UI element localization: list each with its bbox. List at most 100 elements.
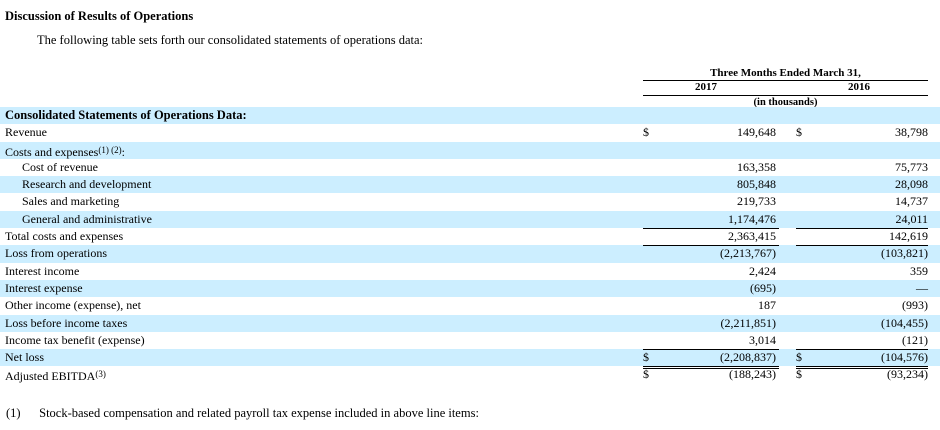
row-label-text: Sales and marketing [22, 194, 120, 209]
table-row: Sales and marketing 219,733 14,737 [0, 193, 940, 210]
value-2016: (104,455) [881, 315, 928, 330]
section-heading: Discussion of Results of Operations [5, 9, 194, 23]
row-label-text: Loss from operations [5, 246, 107, 261]
label-suffix: : [121, 144, 125, 159]
value-2017: (2,208,837) [720, 350, 776, 365]
net-loss-double-rule-2017 [643, 366, 779, 367]
table-row: Interest expense (695) — [0, 279, 940, 298]
row-label-text: Income tax benefit (expense) [5, 332, 145, 347]
table-row: Research and development 805,848 28,098 [0, 176, 940, 194]
row-label: Cost of revenue [22, 159, 98, 176]
row-label-text: Net loss [5, 350, 44, 365]
row-label: Interest expense [5, 280, 83, 297]
value-2016: 75,773 [895, 159, 928, 174]
currency-symbol-2016: $ [796, 367, 802, 382]
value-2016: 142,619 [889, 229, 928, 244]
row-label: Other income (expense), net [5, 297, 141, 314]
currency-symbol-2016: $ [796, 125, 802, 140]
footnote: (1) Stock-based compensation and related… [6, 406, 479, 421]
row-label: Adjusted EBITDA(3) [5, 366, 106, 385]
pretax-rule-2016 [796, 349, 928, 350]
currency-symbol-2017: $ [643, 367, 649, 382]
value-2017: (188,243) [729, 367, 776, 382]
value-2016: — [916, 280, 928, 295]
value-2017: 163,358 [737, 159, 776, 174]
footnote-text: Stock-based compensation and related pay… [39, 406, 479, 420]
row-label-text: Other income (expense), net [5, 298, 141, 313]
net-loss-double-rule-2017 [643, 368, 779, 369]
net-loss-double-rule-2016 [796, 366, 928, 367]
footnote-ref: (1) (2) [98, 144, 122, 155]
operations-table: Consolidated Statements of Operations Da… [0, 107, 940, 384]
value-2017: (2,213,767) [720, 246, 776, 261]
table-row: Adjusted EBITDA(3) $ (188,243) $ (93,234) [0, 366, 940, 383]
table-row: Loss before income taxes (2,211,851) (104,… [0, 314, 940, 332]
row-label-text: Research and development [22, 177, 152, 192]
currency-symbol-2017: $ [643, 125, 649, 140]
table-row: Interest income 2,424 359 [0, 263, 940, 280]
table-section-header: Consolidated Statements of Operations Da… [0, 107, 940, 125]
row-label: Loss before income taxes [5, 315, 127, 332]
row-label: Total costs and expenses [5, 228, 123, 245]
value-2017: 805,848 [737, 177, 776, 192]
value-2016: (993) [902, 298, 928, 313]
row-label-text: Cost of revenue [22, 159, 98, 174]
value-2016: (103,821) [881, 246, 928, 261]
year-underline [643, 95, 928, 96]
value-2017: 219,733 [737, 194, 776, 209]
row-label: General and administrative [22, 211, 152, 228]
value-2017: 3,014 [749, 332, 776, 347]
row-label-text: Adjusted EBITDA [5, 369, 96, 384]
footnote-ref: (3) [95, 369, 106, 380]
value-2017: 149,648 [737, 125, 776, 140]
period-title: Three Months Ended March 31, [710, 67, 861, 79]
table-row: Income tax benefit (expense) 3,014 (121) [0, 332, 940, 349]
currency-symbol-2017: $ [643, 350, 649, 365]
table-row: Costs and expenses(1) (2): [0, 141, 940, 161]
row-label-text: Total costs and expenses [5, 229, 124, 244]
net-loss-double-rule-2016 [796, 368, 928, 369]
row-label: Sales and marketing [22, 193, 119, 210]
row-label: Consolidated Statements of Operations Da… [5, 107, 247, 124]
table-row: Net loss $ (2,208,837) $ (104,576) [0, 349, 940, 367]
currency-symbol-2016: $ [796, 350, 802, 365]
value-2016: 24,011 [895, 211, 928, 226]
value-2016: 14,737 [895, 194, 928, 209]
value-2016: 28,098 [895, 177, 928, 192]
row-label: Loss from operations [5, 245, 107, 262]
row-label-text: Interest income [5, 263, 80, 278]
table-row: Revenue $149,648 $38,798 [0, 124, 940, 141]
year-column-2017: 2017 [695, 81, 717, 93]
value-2017: (2,211,851) [720, 315, 776, 330]
value-2016: 359 [910, 263, 928, 278]
table-row: Other income (expense), net 187 (993) [0, 297, 940, 314]
row-label-text: Costs and expenses [5, 144, 99, 159]
row-label: Research and development [22, 176, 151, 193]
intro-text: The following table sets forth our conso… [37, 33, 424, 47]
units-note: (in thousands) [753, 97, 818, 108]
value-2016: 38,798 [895, 125, 928, 140]
row-label-text: Interest expense [5, 280, 83, 295]
row-label: Income tax benefit (expense) [5, 332, 145, 349]
total-rule-2016 [796, 245, 928, 246]
table-row: General and administrative 1,174,476 24,01… [0, 210, 940, 229]
pretax-rule-2017 [643, 349, 779, 350]
row-label-text: Revenue [5, 125, 47, 140]
value-2017: 2,363,415 [728, 229, 776, 244]
value-2016: (93,234) [887, 367, 928, 382]
total-rule-2017 [643, 245, 779, 246]
value-2016: (104,576) [881, 350, 928, 365]
table-row: Loss from operations (2,213,767) (103,821) [0, 245, 940, 263]
row-label-text: Loss before income taxes [5, 315, 128, 330]
value-2017: (695) [750, 280, 776, 295]
table-row: Cost of revenue 163,358 75,773 [0, 159, 940, 176]
row-label-text: General and administrative [22, 211, 152, 226]
table-row: Total costs and expenses 2,363,415 142,619 [0, 228, 940, 245]
row-label-text: Consolidated Statements of Operations Da… [5, 108, 247, 122]
row-label: Costs and expenses(1) (2): [5, 142, 125, 161]
subtotal-rule-2016 [796, 228, 928, 229]
value-2016: (121) [902, 332, 928, 347]
row-label: Interest income [5, 263, 79, 280]
row-label: Revenue [5, 124, 47, 141]
